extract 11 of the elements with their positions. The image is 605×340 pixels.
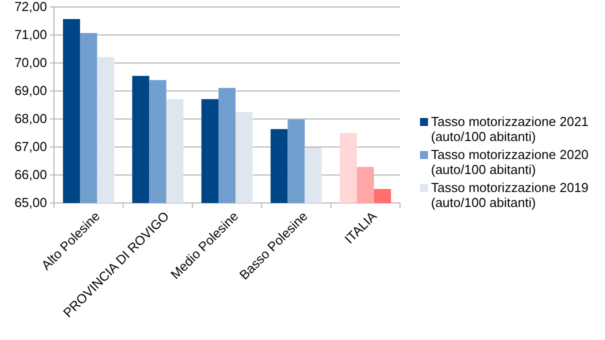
y-tick-label: 68,00 <box>14 111 47 126</box>
legend-label: Tasso motorizzazione 2019 (auto/100 abitanti) <box>431 180 589 210</box>
y-tick-label: 72,00 <box>14 0 47 14</box>
y-tick-label: 65,00 <box>14 195 47 210</box>
legend-label: Tasso motorizzazione 2020 (auto/100 abitanti) <box>431 147 589 177</box>
y-tick-label: 69,00 <box>14 83 47 98</box>
y-tick-label: 66,00 <box>14 167 47 182</box>
legend-label: Tasso motorizzazione 2021 (auto/100 abitanti) <box>431 114 589 144</box>
y-tick-label: 70,00 <box>14 55 47 70</box>
y-tick-label: 71,00 <box>14 27 47 42</box>
y-tick-label: 67,00 <box>14 139 47 154</box>
